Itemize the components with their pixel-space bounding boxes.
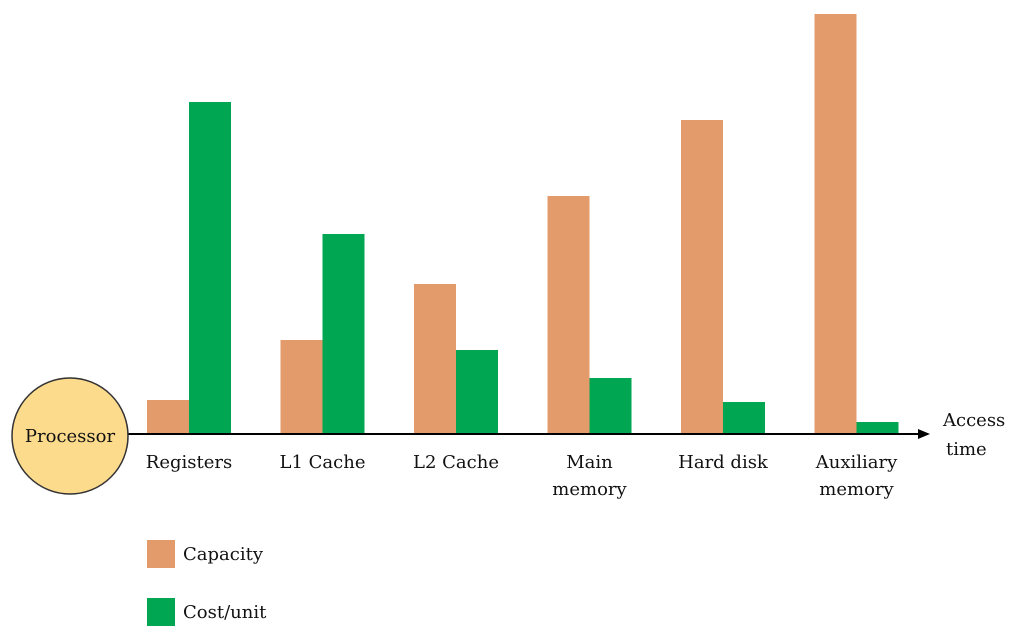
legend-label-capacity: Capacity [183,543,263,565]
bar-capacity-3 [547,196,590,434]
bar-capacity-1 [280,340,323,434]
x-axis-label-line-2: time [946,439,987,460]
bar-cost-unit-0 [189,102,231,434]
bars-group [147,14,899,434]
processor: Processor [11,377,129,495]
category-label-5-line-1: memory [819,479,894,500]
processor-circle [11,377,129,495]
bar-capacity-2 [414,284,456,434]
bar-capacity-5 [814,14,857,434]
category-label-4-line-0: Hard disk [678,452,769,473]
category-label-5-line-0: Auxiliary [815,452,898,473]
category-label-0-line-0: Registers [146,452,232,473]
legend-item-capacity: Capacity [147,540,263,568]
bar-capacity-0 [147,400,189,434]
bar-cost-unit-5 [856,422,899,434]
bar-cost-unit-2 [456,350,498,434]
bar-cost-unit-1 [322,234,365,434]
category-label-3-line-1: memory [552,479,627,500]
legend-swatch-capacity [147,540,175,568]
bar-capacity-4 [681,120,723,434]
legend-label-cost: Cost/unit [183,601,267,623]
processor-label: Processor [25,426,116,447]
x-axis-label: Access time [942,410,1005,460]
category-label-1-line-0: L1 Cache [280,452,366,473]
legend-swatch-cost [147,598,175,626]
bar-cost-unit-3 [589,378,632,434]
legend-item-cost: Cost/unit [147,598,266,626]
x-axis-label-line-1: Access [942,410,1005,431]
category-labels: Registers L1 Cache L2 Cache Main memory Hard … [146,452,898,500]
category-label-2-line-0: L2 Cache [413,452,499,473]
bar-cost-unit-4 [723,402,765,434]
category-label-3-line-0: Main [566,452,613,473]
